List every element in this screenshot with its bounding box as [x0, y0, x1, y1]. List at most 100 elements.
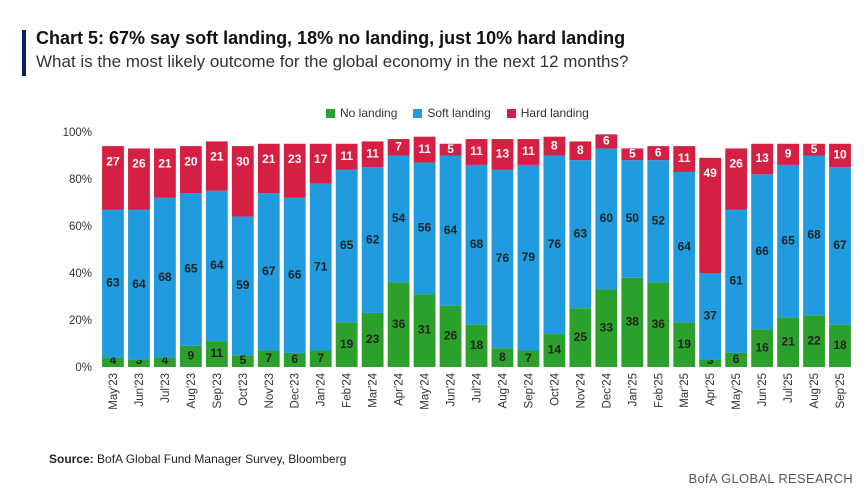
- bar-label-no-landing: 38: [626, 315, 640, 329]
- bar-segment-no-landing: [257, 350, 280, 367]
- x-tick-label: Jul'25: [783, 373, 795, 403]
- bar-label-no-landing: 7: [525, 351, 532, 365]
- bar-segment-hard-landing: [283, 143, 306, 198]
- bar-label-no-landing: 22: [807, 333, 821, 347]
- bar-label-hard-landing: 17: [314, 152, 328, 166]
- bar-segment-hard-landing: [699, 157, 722, 273]
- bar-label-hard-landing: 20: [184, 154, 198, 168]
- bar-segment-no-landing: [595, 289, 618, 367]
- bar-label-soft-landing: 65: [781, 233, 795, 247]
- bar-label-no-landing: 6: [291, 352, 298, 366]
- bar-label-hard-landing: 9: [785, 146, 792, 160]
- bar-segment-hard-landing: [465, 139, 488, 165]
- x-tick-label: May'23: [108, 373, 120, 410]
- bar-segment-soft-landing: [439, 155, 462, 306]
- y-tick-label: 100%: [63, 127, 92, 139]
- bar-segment-hard-landing: [725, 148, 748, 210]
- legend-item-no-landing: No landing: [326, 106, 397, 120]
- bar-label-hard-landing: 21: [210, 150, 224, 164]
- bar-segment-hard-landing: [647, 146, 670, 161]
- bar-label-soft-landing: 52: [652, 213, 666, 227]
- bar-label-no-landing: 3: [707, 353, 714, 367]
- bar-label-no-landing: 19: [678, 337, 692, 351]
- x-tick-label: Jun'23: [134, 373, 146, 407]
- bar-label-no-landing: 18: [833, 338, 847, 352]
- bar-segment-hard-landing: [491, 139, 514, 170]
- bar-segment-hard-landing: [829, 143, 851, 168]
- legend-swatch-soft-landing: [413, 108, 423, 118]
- bar-segment-no-landing: [777, 317, 799, 367]
- bar-segment-soft-landing: [569, 160, 592, 309]
- bar-label-soft-landing: 62: [366, 232, 380, 246]
- bar-label-soft-landing: 65: [340, 238, 354, 252]
- bar-label-no-landing: 4: [162, 353, 169, 367]
- bar-label-soft-landing: 79: [522, 250, 536, 264]
- legend-swatch-hard-landing: [506, 108, 516, 118]
- bar-segment-soft-landing: [699, 273, 722, 360]
- bar-segment-soft-landing: [725, 209, 748, 353]
- bar-segment-hard-landing: [621, 148, 644, 161]
- y-tick-label: 60%: [69, 221, 92, 233]
- bar-label-hard-landing: 30: [236, 154, 250, 168]
- x-tick-label: Oct'24: [549, 372, 561, 405]
- bar-label-hard-landing: 11: [522, 144, 535, 158]
- x-tick-label: Jan'24: [316, 372, 328, 406]
- chart-legend: No landing Soft landing Hard landing: [326, 106, 589, 120]
- x-tick-label: Oct'23: [238, 373, 250, 406]
- bar-segment-no-landing: [154, 357, 176, 367]
- bar-label-hard-landing: 21: [262, 152, 276, 166]
- bar-segment-soft-landing: [465, 164, 488, 325]
- bar-label-no-landing: 7: [317, 351, 324, 365]
- bar-segment-no-landing: [699, 359, 722, 367]
- bar-label-hard-landing: 8: [577, 143, 584, 157]
- bar-label-no-landing: 11: [211, 346, 224, 360]
- bar-label-soft-landing: 71: [314, 259, 328, 273]
- x-tick-label: Mar'25: [679, 373, 691, 408]
- bar-segment-no-landing: [829, 324, 851, 367]
- bar-label-hard-landing: 13: [755, 151, 769, 165]
- bar-label-hard-landing: 11: [340, 149, 353, 163]
- bar-segment-hard-landing: [205, 141, 228, 191]
- bar-label-hard-landing: 8: [551, 138, 558, 152]
- bar-segment-soft-landing: [517, 164, 540, 351]
- bar-label-soft-landing: 50: [626, 211, 640, 225]
- bar-label-soft-landing: 64: [678, 239, 692, 253]
- bar-label-soft-landing: 68: [470, 237, 484, 251]
- bar-label-soft-landing: 59: [236, 278, 250, 292]
- bar-label-hard-landing: 6: [603, 134, 610, 148]
- bar-segment-soft-landing: [283, 197, 306, 353]
- bar-label-no-landing: 36: [652, 317, 666, 331]
- x-tick-label: Feb'24: [342, 372, 354, 407]
- bar-segment-hard-landing: [179, 146, 202, 194]
- bar-label-no-landing: 19: [340, 337, 354, 351]
- bar-label-no-landing: 9: [188, 349, 195, 363]
- bar-segment-no-landing: [465, 324, 488, 367]
- bar-segment-no-landing: [102, 357, 124, 367]
- y-tick-label: 80%: [69, 174, 92, 186]
- source-label: Source:: [49, 452, 94, 466]
- bar-segment-soft-landing: [102, 209, 124, 358]
- bar-label-hard-landing: 6: [655, 145, 662, 159]
- bar-segment-soft-landing: [154, 197, 176, 358]
- bar-segment-no-landing: [751, 329, 774, 367]
- bar-segment-hard-landing: [751, 143, 774, 175]
- bar-label-soft-landing: 64: [210, 258, 224, 272]
- bar-segment-no-landing: [179, 345, 202, 367]
- bar-label-no-landing: 33: [600, 320, 614, 334]
- bar-label-no-landing: 26: [444, 329, 458, 343]
- bar-label-no-landing: 31: [418, 323, 432, 337]
- bar-label-soft-landing: 54: [392, 211, 406, 225]
- bar-label-hard-landing: 11: [470, 144, 483, 158]
- bar-segment-no-landing: [361, 312, 384, 367]
- chart-title: Chart 5: 67% say soft landing, 18% no la…: [36, 28, 626, 48]
- bar-label-hard-landing: 10: [833, 148, 847, 162]
- y-tick-label: 40%: [69, 268, 92, 280]
- bar-segment-hard-landing: [387, 139, 410, 156]
- y-tick-label: 20%: [69, 315, 92, 327]
- x-tick-label: Aug'25: [809, 373, 821, 408]
- bar-segment-no-landing: [543, 334, 566, 367]
- bar-segment-no-landing: [621, 277, 644, 367]
- bar-segment-soft-landing: [257, 193, 280, 351]
- bar-segment-no-landing: [413, 294, 436, 367]
